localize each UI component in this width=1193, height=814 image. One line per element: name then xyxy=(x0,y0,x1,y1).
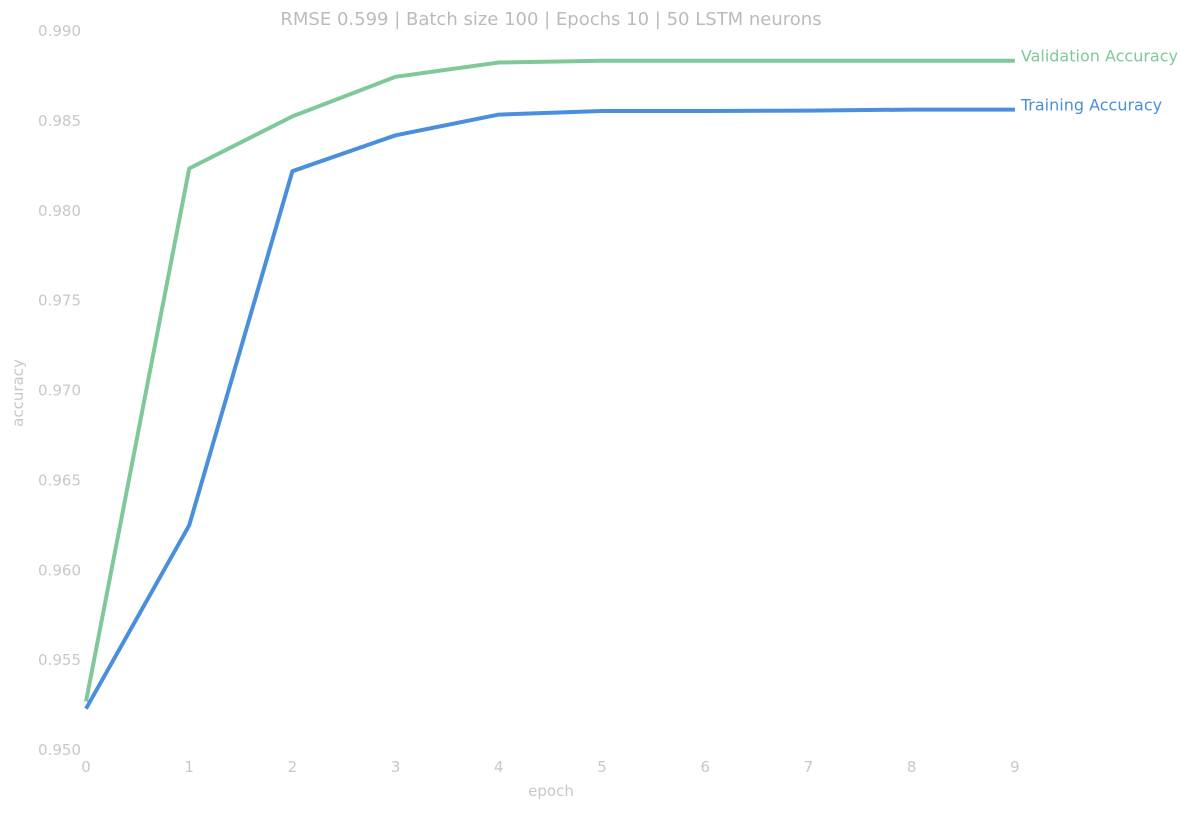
x-tick-label: 0 xyxy=(81,758,91,776)
series-labels: Validation Accuracy Training Accuracy xyxy=(1020,47,1178,115)
x-tick-label: 7 xyxy=(804,758,814,776)
y-tick-label: 0.960 xyxy=(38,561,81,579)
chart-title: RMSE 0.599 | Batch size 100 | Epochs 10 … xyxy=(280,9,821,30)
x-tick-labels: 0 1 2 3 4 5 6 7 8 9 xyxy=(81,758,1019,776)
y-tick-label: 0.990 xyxy=(38,22,81,40)
y-axis-label: accuracy xyxy=(9,359,27,427)
y-tick-labels: 0.950 0.955 0.960 0.965 0.970 0.975 0.980 0.985… xyxy=(38,22,81,759)
x-tick-label: 5 xyxy=(597,758,607,776)
x-axis-label: epoch xyxy=(528,782,574,800)
y-tick-label: 0.980 xyxy=(38,202,81,220)
x-tick-label: 4 xyxy=(494,758,504,776)
y-tick-label: 0.970 xyxy=(38,382,81,400)
y-tick-label: 0.985 xyxy=(38,112,81,130)
y-tick-label: 0.975 xyxy=(38,292,81,310)
series-lines xyxy=(84,58,1015,710)
series-label: Training Accuracy xyxy=(1020,96,1162,115)
x-tick-label: 8 xyxy=(907,758,917,776)
series-label: Validation Accuracy xyxy=(1021,47,1178,66)
y-tick-label: 0.965 xyxy=(38,471,81,489)
x-tick-label: 6 xyxy=(700,758,710,776)
series-line-validation-accuracy xyxy=(84,58,1015,702)
x-tick-label: 3 xyxy=(391,758,401,776)
y-tick-label: 0.950 xyxy=(38,741,81,759)
x-tick-label: 2 xyxy=(288,758,298,776)
x-tick-label: 1 xyxy=(184,758,194,776)
y-tick-label: 0.955 xyxy=(38,651,81,669)
x-tick-label: 9 xyxy=(1010,758,1020,776)
series-line-training-accuracy xyxy=(84,107,1015,710)
